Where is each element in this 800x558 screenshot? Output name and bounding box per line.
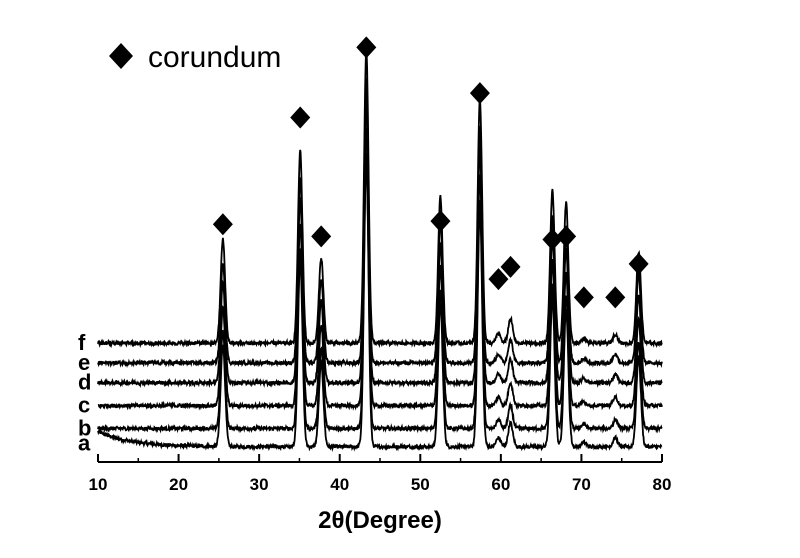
corundum-marker-1 xyxy=(212,213,233,236)
curve-f xyxy=(97,51,663,349)
x-axis-label: 2θ(Degree) xyxy=(318,507,442,534)
curve-label-c: c xyxy=(78,393,90,418)
corundum-marker-6 xyxy=(469,82,490,105)
curve-label-f: f xyxy=(78,330,86,355)
legend: corundum xyxy=(109,41,281,74)
peak-markers xyxy=(212,36,649,309)
curve-c xyxy=(97,127,663,411)
curve-label-a: a xyxy=(78,431,91,456)
corundum-marker-8 xyxy=(500,255,521,278)
corundum-marker-3 xyxy=(311,225,332,248)
x-axis-ticks: 10 20 30 40 50 60 70 80 xyxy=(89,454,672,494)
curve-label-d: d xyxy=(78,370,91,395)
corundum-marker-7 xyxy=(488,268,509,291)
curves xyxy=(97,51,663,453)
x-tick-label-80: 80 xyxy=(653,475,672,494)
x-tick-label-60: 60 xyxy=(491,475,510,494)
curve-label-b: b xyxy=(78,415,91,440)
corundum-marker-5 xyxy=(430,210,451,233)
x-tick-label-40: 40 xyxy=(330,475,349,494)
curve-b xyxy=(97,152,663,434)
corundum-marker-9 xyxy=(542,228,563,251)
curve-label-e: e xyxy=(78,350,90,375)
x-tick-label-20: 20 xyxy=(169,475,188,494)
corundum-marker-12 xyxy=(605,286,626,309)
x-tick-label-30: 30 xyxy=(250,475,269,494)
corundum-marker-2 xyxy=(290,106,311,129)
legend-diamond-marker xyxy=(109,43,133,69)
x-tick-label-50: 50 xyxy=(411,475,430,494)
x-axis: 10 20 30 40 50 60 70 80 xyxy=(89,454,672,494)
x-tick-label-70: 70 xyxy=(572,475,591,494)
x-tick-label-10: 10 xyxy=(89,475,108,494)
corundum-marker-4 xyxy=(356,36,377,59)
curve-e xyxy=(97,77,663,368)
corundum-marker-11 xyxy=(573,286,594,309)
legend-label: corundum xyxy=(148,41,281,74)
corundum-marker-10 xyxy=(556,225,577,248)
corundum-marker-13 xyxy=(628,252,649,275)
